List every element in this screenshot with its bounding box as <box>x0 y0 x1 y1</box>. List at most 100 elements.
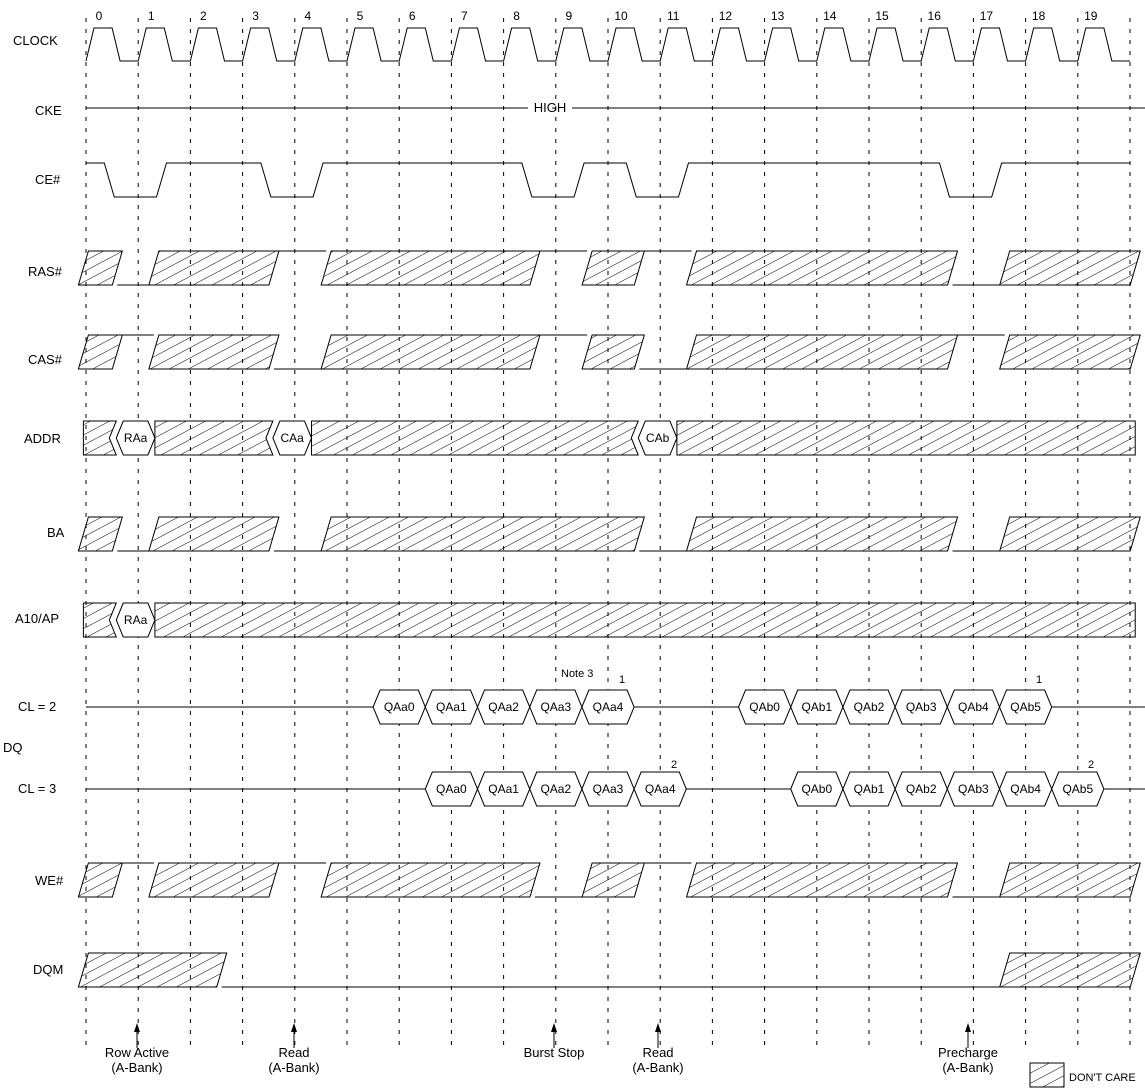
annotation-line1: Precharge <box>938 1045 998 1060</box>
addr-cell-text: CAb <box>646 431 670 445</box>
addr-dont-care <box>676 420 1136 456</box>
command-annotations: Row Active(A-Bank)Read(A-Bank)Burst Stop… <box>105 1023 998 1075</box>
dq-cl2-cell-text: QAb1 <box>801 700 832 714</box>
cycle-number: 4 <box>304 9 311 23</box>
annotation-arrow-head <box>134 1023 140 1032</box>
ras-dont-care <box>581 250 645 286</box>
cl3-end-note-a: 2 <box>671 759 677 771</box>
cycle-number: 8 <box>513 9 520 23</box>
dq-cl3-cell-text: QAa3 <box>593 782 624 796</box>
cl3-end-note-b: 2 <box>1088 759 1094 771</box>
ba-dont-care <box>148 516 280 552</box>
dq-cl2-cell-text: QAb2 <box>854 700 885 714</box>
dq-label: DQ <box>3 740 23 755</box>
cas-dont-care <box>320 334 541 370</box>
addr-cell-text: RAa <box>124 431 148 445</box>
dq-cl2-cell-text: QAb0 <box>749 700 780 714</box>
addr-dont-care <box>82 420 118 456</box>
dq-cl2-cell-text: QAa0 <box>384 700 415 714</box>
cl2-end-note-b: 1 <box>1036 674 1042 686</box>
annotation-line2: (A-Bank) <box>111 1060 162 1075</box>
dq-cl2-cell-text: QAa3 <box>540 700 571 714</box>
bus-cells: RAa CAa CAb RAa QAa0 QAa1 QAa2 QAa3 QAa4 QAb0 QAb1… <box>115 420 1105 807</box>
we-label: WE# <box>35 873 64 888</box>
dq-cl3-cell-text: QAa4 <box>645 782 676 796</box>
dq-cl3-cell-text: QAb3 <box>958 782 989 796</box>
dq-cl2-cell-text: QAb5 <box>1010 700 1041 714</box>
a10-dont-care <box>154 602 1136 638</box>
cl3-label: CL = 3 <box>18 781 56 796</box>
cl2-label: CL = 2 <box>18 699 56 714</box>
dq-cl3-cell-text: QAb0 <box>801 782 832 796</box>
we-dont-care <box>999 862 1141 898</box>
cas-dont-care <box>77 334 123 370</box>
we-dont-care <box>77 862 123 898</box>
ce-wave <box>86 162 1130 198</box>
dont-care-swatch <box>1029 1062 1065 1088</box>
addr-cell <box>637 420 678 456</box>
waveforms: HIGH <box>77 27 1145 988</box>
addr-dont-care <box>154 420 274 456</box>
cycle-number: 16 <box>928 9 942 23</box>
dq-cl3-cell-text: QAb1 <box>854 782 885 796</box>
cke-value: HIGH <box>534 100 567 115</box>
cycle-number: 3 <box>252 9 259 23</box>
addr-cell <box>115 420 156 456</box>
cycle-number: 19 <box>1084 9 1098 23</box>
cycle-number: 18 <box>1032 9 1046 23</box>
cl2-end-note-a: 1 <box>619 674 625 686</box>
ba-dont-care <box>320 516 645 552</box>
annotation-arrow-head <box>551 1023 557 1032</box>
ras-dont-care <box>320 250 541 286</box>
cycle-number: 13 <box>771 9 785 23</box>
dq-cl3-cell <box>633 771 687 807</box>
cycle-number: 14 <box>823 9 837 23</box>
cycle-number: 11 <box>667 9 680 23</box>
dq-cl3-cell-text: QAb4 <box>1010 782 1041 796</box>
cycle-number: 7 <box>461 9 468 23</box>
we-dont-care <box>581 862 645 898</box>
cycle-number: 17 <box>980 9 994 23</box>
dqm-label: DQM <box>33 962 63 977</box>
cycle-number: 6 <box>409 9 416 23</box>
ce-label: CE# <box>35 172 61 187</box>
dq-cl3-cell-text: QAa0 <box>436 782 467 796</box>
ras-label: RAS# <box>28 264 63 279</box>
legend: DON'T CARE <box>1029 1062 1136 1088</box>
annotation-line1: Burst Stop <box>524 1045 585 1060</box>
clock-wave <box>85 27 1130 62</box>
dq-cl3-cell-text: QAa2 <box>540 782 571 796</box>
ba-label: BA <box>47 525 65 540</box>
cke-label: CKE <box>35 103 62 118</box>
dq-cl3-cell <box>1051 771 1105 807</box>
a10-dont-care <box>82 602 118 638</box>
dq-cl2-cell-text: QAa4 <box>593 700 624 714</box>
addr-cell <box>272 420 313 456</box>
cas-label: CAS# <box>28 352 63 367</box>
a10-cell <box>115 602 156 638</box>
annotation-line1: Read <box>642 1045 673 1060</box>
cas-dont-care <box>581 334 645 370</box>
dqm-dont-care <box>999 952 1141 988</box>
cycle-number: 5 <box>357 9 364 23</box>
cycle-numbers: 0 1 2 3 4 5 6 7 8 9 10 11 12 13 14 15 16 17 18 19 <box>96 9 1098 23</box>
cycle-number: 2 <box>200 9 207 23</box>
note3-label: Note 3 <box>561 668 593 680</box>
dq-cl2-cell-text: QAa1 <box>436 700 467 714</box>
dq-cl2-cell-text: QAb3 <box>906 700 937 714</box>
we-dont-care <box>320 862 541 898</box>
ba-dont-care <box>999 516 1141 552</box>
annotation-line2: (A-Bank) <box>942 1060 993 1075</box>
ba-dont-care <box>685 516 959 552</box>
ras-dont-care <box>999 250 1141 286</box>
cas-dont-care <box>685 334 959 370</box>
we-dont-care <box>148 862 280 898</box>
cas-dont-care <box>999 334 1141 370</box>
ras-dont-care <box>148 250 280 286</box>
annotation-line1: Read <box>278 1045 309 1060</box>
dq-cl3-cell-text: QAa1 <box>488 782 519 796</box>
addr-cell-text: CAa <box>281 431 305 445</box>
addr-label: ADDR <box>24 431 61 446</box>
dq-cl2-cell-text: QAa2 <box>488 700 519 714</box>
